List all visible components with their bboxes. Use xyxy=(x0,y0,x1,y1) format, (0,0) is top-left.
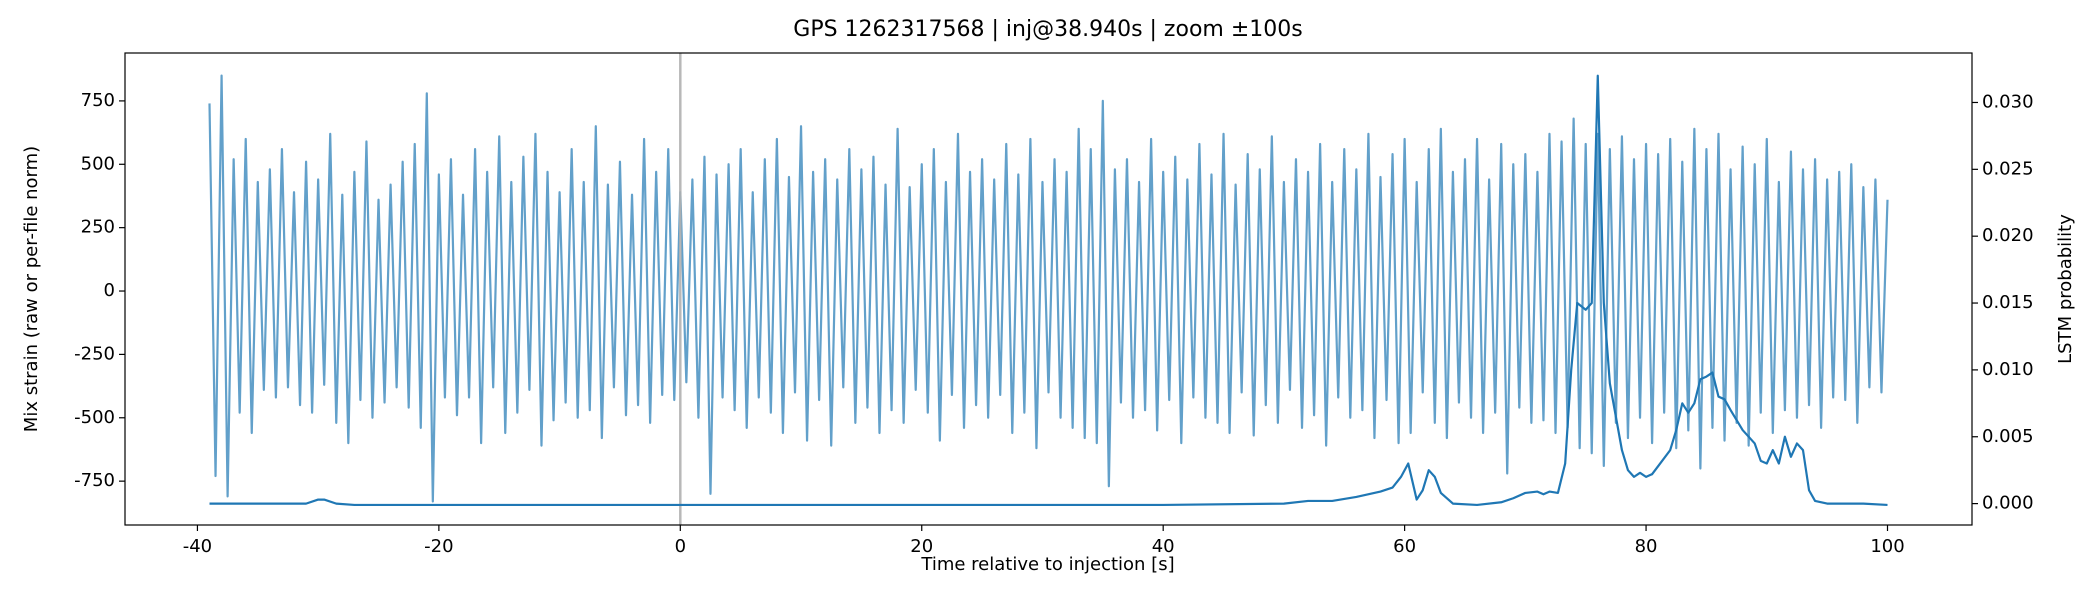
y2-tick-label: 0.025 xyxy=(1982,158,2034,179)
x-tick-label: 80 xyxy=(1635,536,1658,557)
x-tick-label: 20 xyxy=(910,536,933,557)
y-tick-label: -750 xyxy=(74,470,115,491)
y2-tick-label: 0.010 xyxy=(1982,359,2034,380)
series-line xyxy=(208,74,1889,503)
plot-frame xyxy=(124,52,1973,526)
x-tick-label: -20 xyxy=(424,536,453,557)
y2-tick-label: 0.030 xyxy=(1982,91,2034,112)
x-tick-label: 60 xyxy=(1393,536,1416,557)
x-tick-label: 40 xyxy=(1152,536,1175,557)
x-tick-label: -40 xyxy=(183,536,212,557)
y2-tick-label: 0.000 xyxy=(1982,493,2034,514)
x-tick-label: 100 xyxy=(1870,536,1904,557)
y-axis-label: Mix strain (raw or per-file norm) xyxy=(21,146,42,432)
x-axis-label: Time relative to injection [s] xyxy=(920,554,1174,575)
y2-tick-label: 0.015 xyxy=(1982,292,2034,313)
y-tick-label: -250 xyxy=(74,343,115,364)
y-tick-label: 0 xyxy=(104,280,115,301)
y-tick-label: 500 xyxy=(81,153,115,174)
y-tick-label: -500 xyxy=(74,407,115,428)
y2-tick-label: 0.020 xyxy=(1982,225,2034,246)
y-tick-label: 250 xyxy=(81,217,115,238)
y-tick-label: 750 xyxy=(81,90,115,111)
y2-tick-label: 0.005 xyxy=(1982,426,2034,447)
y2-axis-label: LSTM probability xyxy=(2055,214,2076,364)
x-tick-label: 0 xyxy=(675,536,686,557)
series-line xyxy=(209,74,1888,507)
chart-title: GPS 1262317568 | inj@38.940s | zoom ±100… xyxy=(793,17,1302,42)
